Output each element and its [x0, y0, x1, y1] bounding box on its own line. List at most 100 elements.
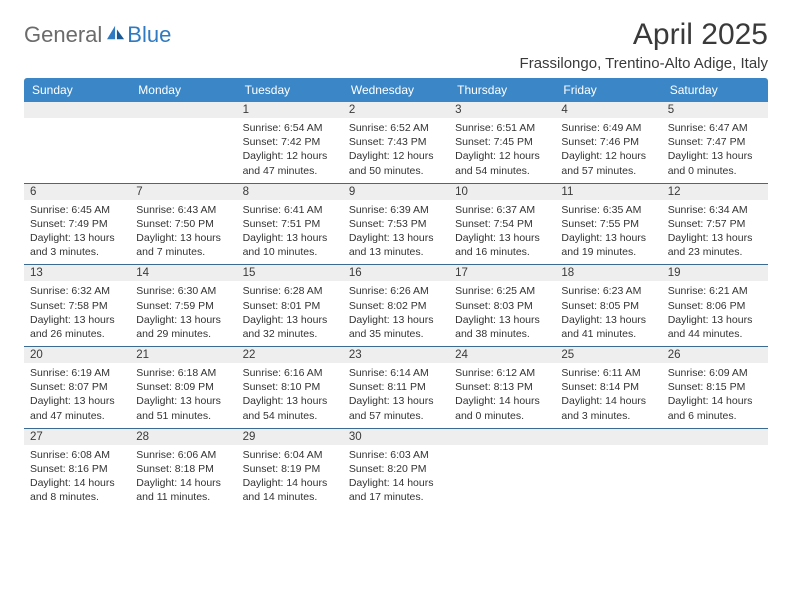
sunrise-line: Sunrise: 6:45 AM — [30, 203, 124, 217]
day-cell: 15Sunrise: 6:28 AMSunset: 8:01 PMDayligh… — [237, 265, 343, 347]
day-number: 12 — [668, 186, 681, 198]
sunrise-line: Sunrise: 6:11 AM — [561, 366, 655, 380]
day-data: Sunrise: 6:30 AMSunset: 7:59 PMDaylight:… — [130, 281, 236, 346]
day-data: Sunrise: 6:11 AMSunset: 8:14 PMDaylight:… — [555, 363, 661, 428]
day-cell: 29Sunrise: 6:04 AMSunset: 8:19 PMDayligh… — [237, 428, 343, 509]
day-cell — [24, 102, 130, 183]
day-data: Sunrise: 6:23 AMSunset: 8:05 PMDaylight:… — [555, 281, 661, 346]
sunrise-line: Sunrise: 6:34 AM — [668, 203, 762, 217]
brand-logo: General Blue — [24, 22, 171, 48]
daynum-bar-empty — [449, 429, 555, 445]
day-cell: 5Sunrise: 6:47 AMSunset: 7:47 PMDaylight… — [662, 102, 768, 183]
sunset-line: Sunset: 7:46 PM — [561, 135, 655, 149]
daylight-line: Daylight: 13 hours and 51 minutes. — [136, 394, 230, 422]
daynum-bar-empty — [555, 429, 661, 445]
day-data-empty — [555, 445, 661, 501]
sunset-line: Sunset: 7:51 PM — [243, 217, 337, 231]
day-cell: 12Sunrise: 6:34 AMSunset: 7:57 PMDayligh… — [662, 183, 768, 265]
day-data: Sunrise: 6:32 AMSunset: 7:58 PMDaylight:… — [24, 281, 130, 346]
daylight-line: Daylight: 12 hours and 47 minutes. — [243, 149, 337, 177]
sunrise-line: Sunrise: 6:25 AM — [455, 284, 549, 298]
day-cell: 30Sunrise: 6:03 AMSunset: 8:20 PMDayligh… — [343, 428, 449, 509]
sunrise-line: Sunrise: 6:41 AM — [243, 203, 337, 217]
sunrise-line: Sunrise: 6:32 AM — [30, 284, 124, 298]
day-number: 30 — [349, 431, 362, 443]
daynum-bar: 1 — [237, 102, 343, 118]
day-cell: 16Sunrise: 6:26 AMSunset: 8:02 PMDayligh… — [343, 265, 449, 347]
sunset-line: Sunset: 7:57 PM — [668, 217, 762, 231]
day-number: 1 — [243, 104, 249, 116]
daynum-bar: 16 — [343, 265, 449, 281]
daylight-line: Daylight: 13 hours and 13 minutes. — [349, 231, 443, 259]
sunset-line: Sunset: 8:07 PM — [30, 380, 124, 394]
sunrise-line: Sunrise: 6:04 AM — [243, 448, 337, 462]
title-block: April 2025 Frassilongo, Trentino-Alto Ad… — [520, 18, 768, 72]
day-number: 14 — [136, 267, 149, 279]
day-data: Sunrise: 6:25 AMSunset: 8:03 PMDaylight:… — [449, 281, 555, 346]
day-cell: 23Sunrise: 6:14 AMSunset: 8:11 PMDayligh… — [343, 347, 449, 429]
sunrise-line: Sunrise: 6:12 AM — [455, 366, 549, 380]
sunset-line: Sunset: 8:02 PM — [349, 299, 443, 313]
sunrise-line: Sunrise: 6:19 AM — [30, 366, 124, 380]
daylight-line: Daylight: 12 hours and 50 minutes. — [349, 149, 443, 177]
daynum-bar: 22 — [237, 347, 343, 363]
day-number: 27 — [30, 431, 43, 443]
day-cell: 10Sunrise: 6:37 AMSunset: 7:54 PMDayligh… — [449, 183, 555, 265]
week-row: 20Sunrise: 6:19 AMSunset: 8:07 PMDayligh… — [24, 347, 768, 429]
daynum-bar: 9 — [343, 184, 449, 200]
calendar-thead: SundayMondayTuesdayWednesdayThursdayFrid… — [24, 78, 768, 102]
sunrise-line: Sunrise: 6:08 AM — [30, 448, 124, 462]
day-number: 15 — [243, 267, 256, 279]
daynum-bar-empty — [130, 102, 236, 118]
day-cell: 17Sunrise: 6:25 AMSunset: 8:03 PMDayligh… — [449, 265, 555, 347]
daynum-bar: 17 — [449, 265, 555, 281]
daylight-line: Daylight: 13 hours and 35 minutes. — [349, 313, 443, 341]
sunset-line: Sunset: 7:55 PM — [561, 217, 655, 231]
brand-text-gray: General — [24, 22, 102, 48]
day-data: Sunrise: 6:54 AMSunset: 7:42 PMDaylight:… — [237, 118, 343, 183]
daynum-bar: 27 — [24, 429, 130, 445]
sunset-line: Sunset: 7:47 PM — [668, 135, 762, 149]
day-number: 2 — [349, 104, 355, 116]
daynum-bar: 5 — [662, 102, 768, 118]
daylight-line: Daylight: 14 hours and 8 minutes. — [30, 476, 124, 504]
brand-text-blue: Blue — [127, 22, 171, 48]
day-data: Sunrise: 6:43 AMSunset: 7:50 PMDaylight:… — [130, 200, 236, 265]
day-number: 24 — [455, 349, 468, 361]
sunset-line: Sunset: 8:15 PM — [668, 380, 762, 394]
day-number: 25 — [561, 349, 574, 361]
day-cell: 19Sunrise: 6:21 AMSunset: 8:06 PMDayligh… — [662, 265, 768, 347]
day-data-empty — [130, 118, 236, 174]
day-cell — [555, 428, 661, 509]
day-header: Thursday — [449, 78, 555, 102]
sunrise-line: Sunrise: 6:30 AM — [136, 284, 230, 298]
daylight-line: Daylight: 13 hours and 47 minutes. — [30, 394, 124, 422]
daylight-line: Daylight: 13 hours and 10 minutes. — [243, 231, 337, 259]
sunset-line: Sunset: 8:09 PM — [136, 380, 230, 394]
day-cell: 24Sunrise: 6:12 AMSunset: 8:13 PMDayligh… — [449, 347, 555, 429]
day-header: Sunday — [24, 78, 130, 102]
day-number: 19 — [668, 267, 681, 279]
day-cell: 21Sunrise: 6:18 AMSunset: 8:09 PMDayligh… — [130, 347, 236, 429]
day-data: Sunrise: 6:18 AMSunset: 8:09 PMDaylight:… — [130, 363, 236, 428]
daynum-bar: 29 — [237, 429, 343, 445]
day-cell: 25 Sunrise: 6:11 AMSunset: 8:14 PMDayligh… — [555, 347, 661, 429]
location-subtitle: Frassilongo, Trentino-Alto Adige, Italy — [520, 55, 768, 72]
day-cell: 9Sunrise: 6:39 AMSunset: 7:53 PMDaylight… — [343, 183, 449, 265]
week-row: 1 Sunrise: 6:54 AMSunset: 7:42 PMDaylight… — [24, 102, 768, 183]
day-number: 22 — [243, 349, 256, 361]
day-number: 11 — [561, 186, 573, 198]
day-cell — [662, 428, 768, 509]
daylight-line: Daylight: 13 hours and 44 minutes. — [668, 313, 762, 341]
day-cell: 13Sunrise: 6:32 AMSunset: 7:58 PMDayligh… — [24, 265, 130, 347]
daylight-line: Daylight: 13 hours and 7 minutes. — [136, 231, 230, 259]
sunset-line: Sunset: 8:03 PM — [455, 299, 549, 313]
day-cell: 2Sunrise: 6:52 AMSunset: 7:43 PMDaylight… — [343, 102, 449, 183]
day-header: Saturday — [662, 78, 768, 102]
day-data: Sunrise: 6:04 AMSunset: 8:19 PMDaylight:… — [237, 445, 343, 510]
daynum-bar: 23 — [343, 347, 449, 363]
page-header: General Blue April 2025 Frassilongo, Tre… — [24, 18, 768, 72]
sunset-line: Sunset: 8:01 PM — [243, 299, 337, 313]
daylight-line: Daylight: 14 hours and 17 minutes. — [349, 476, 443, 504]
sunset-line: Sunset: 8:06 PM — [668, 299, 762, 313]
